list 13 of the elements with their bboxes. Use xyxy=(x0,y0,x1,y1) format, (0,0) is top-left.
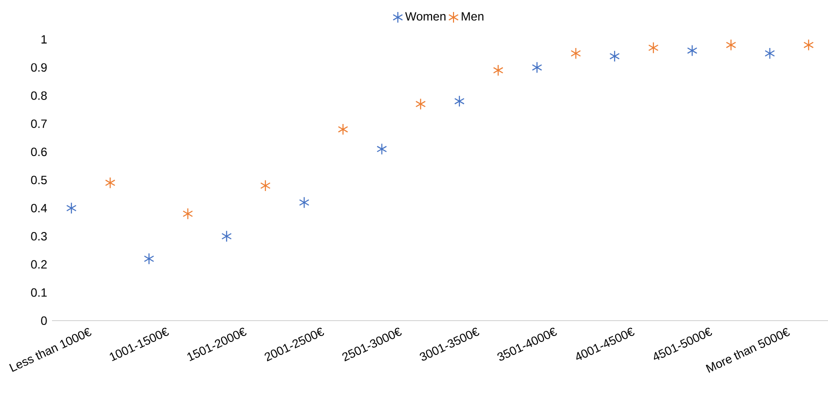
y-tick-label: 0.9 xyxy=(31,63,47,72)
legend-label: Women xyxy=(405,12,446,21)
y-tick-label: 0.4 xyxy=(31,204,47,213)
y-tick-label: 0.8 xyxy=(31,92,47,100)
y-tick-label: 0.6 xyxy=(31,148,47,156)
y-tick-label: 0.5 xyxy=(31,176,47,184)
y-tick-label: 0 xyxy=(41,316,47,326)
y-tick-label: 0.1 xyxy=(31,288,47,297)
y-tick-label: 0.2 xyxy=(31,260,47,269)
y-tick-label: 0.7 xyxy=(31,120,47,128)
y-tick-label: 1 xyxy=(42,35,47,44)
legend-label: Men xyxy=(462,12,484,21)
y-tick-label: 0.3 xyxy=(31,232,47,241)
